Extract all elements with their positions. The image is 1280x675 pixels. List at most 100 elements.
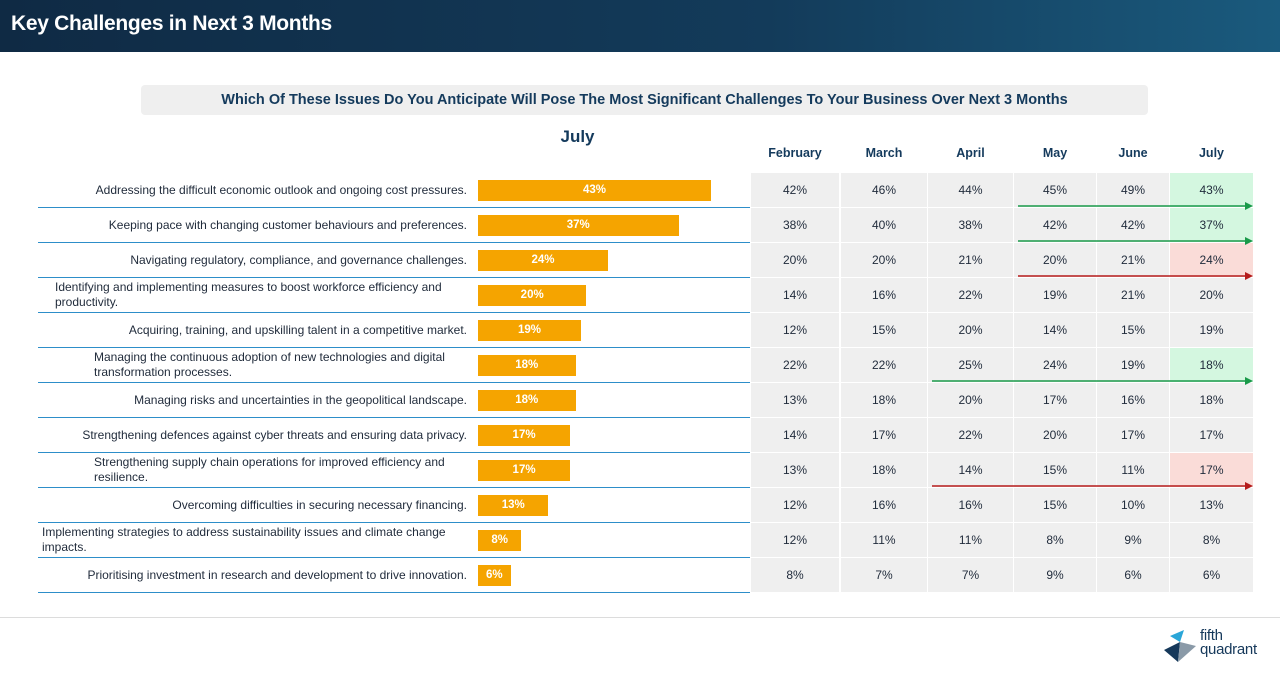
- bar: 8%: [478, 530, 522, 551]
- table-cell: 12%: [751, 523, 839, 557]
- table-cell: 14%: [751, 278, 839, 312]
- row-label: Strengthening supply chain operations fo…: [94, 455, 445, 484]
- month-header-february: February: [768, 146, 822, 160]
- month-header-may: May: [1042, 146, 1068, 160]
- logo-line-1: fifth: [1200, 627, 1223, 644]
- row-label: Implementing strategies to address susta…: [42, 525, 446, 554]
- row-label: Managing risks and uncertainties in the …: [134, 393, 467, 407]
- table-cell: 18%: [1170, 348, 1253, 382]
- header-bar: Key Challenges in Next 3 Months: [0, 0, 1280, 52]
- page-title: Key Challenges in Next 3 Months: [11, 12, 332, 35]
- table-cell: 19%: [1014, 278, 1096, 312]
- table-cell: 20%: [1014, 418, 1096, 452]
- table-cell: 19%: [1097, 348, 1169, 382]
- bar: 37%: [478, 215, 679, 236]
- month-header-july: July: [1198, 146, 1224, 160]
- table-cell: 24%: [1170, 243, 1253, 277]
- table-cell: 15%: [841, 313, 927, 347]
- table-cell: 7%: [841, 558, 927, 592]
- table-cell: 18%: [841, 453, 927, 487]
- table-cell: 15%: [1014, 488, 1096, 522]
- row-divider: [38, 207, 750, 208]
- table-cell: 46%: [841, 173, 927, 207]
- bar: 24%: [478, 250, 609, 271]
- row-divider: [38, 382, 750, 383]
- row-divider: [38, 277, 750, 278]
- table-cell: 16%: [841, 278, 927, 312]
- table-cell: 22%: [928, 278, 1013, 312]
- row-label: Prioritising investment in research and …: [87, 568, 467, 582]
- bar: 43%: [478, 180, 712, 201]
- bar: 17%: [478, 460, 571, 481]
- table-cell: 16%: [841, 488, 927, 522]
- bar: 20%: [478, 285, 587, 306]
- table-cell: 43%: [1170, 173, 1253, 207]
- table-cell: 11%: [928, 523, 1013, 557]
- table-cell: 6%: [1097, 558, 1169, 592]
- table-cell: 17%: [1170, 453, 1253, 487]
- row-divider: [38, 242, 750, 243]
- table-cell: 15%: [1014, 453, 1096, 487]
- row-label: Identifying and implementing measures to…: [55, 280, 442, 309]
- row-divider: [38, 417, 750, 418]
- table-cell: 10%: [1097, 488, 1169, 522]
- row-divider: [38, 347, 750, 348]
- chart-title: July: [560, 127, 595, 146]
- table-cell: 15%: [1097, 313, 1169, 347]
- table-cell: 20%: [928, 383, 1013, 417]
- logo-line-2: quadrant: [1200, 641, 1257, 658]
- bar: 17%: [478, 425, 571, 446]
- table-cell: 9%: [1097, 523, 1169, 557]
- table-cell: 22%: [841, 348, 927, 382]
- footer-divider: [0, 617, 1280, 618]
- table-cell: 22%: [751, 348, 839, 382]
- table-cell: 20%: [1014, 243, 1096, 277]
- row-label: Strengthening defences against cyber thr…: [82, 428, 467, 442]
- bar: 13%: [478, 495, 549, 516]
- month-header-march: March: [865, 146, 903, 160]
- row-label: Overcoming difficulties in securing nece…: [172, 498, 467, 512]
- table-cell: 16%: [1097, 383, 1169, 417]
- row-divider: [38, 522, 750, 523]
- row-label: Managing the continuous adoption of new …: [94, 350, 445, 379]
- table-cell: 17%: [1170, 418, 1253, 452]
- bar: 18%: [478, 390, 576, 411]
- logo-wordmark: fifth quadrant: [1200, 627, 1257, 658]
- table-cell: 12%: [751, 313, 839, 347]
- month-header-june: June: [1118, 146, 1148, 160]
- table-cell: 13%: [1170, 488, 1253, 522]
- row-label: Keeping pace with changing customer beha…: [108, 218, 467, 232]
- table-cell: 17%: [841, 418, 927, 452]
- table-cell: 49%: [1097, 173, 1169, 207]
- logo-mark-icon: [1164, 630, 1196, 662]
- table-cell: 13%: [751, 453, 839, 487]
- table-cell: 8%: [1170, 523, 1253, 557]
- table-cell: 24%: [1014, 348, 1096, 382]
- row-divider: [38, 452, 750, 453]
- table-cell: 20%: [841, 243, 927, 277]
- table-cell: 11%: [841, 523, 927, 557]
- row-divider: [38, 487, 750, 488]
- table-cell: 42%: [1097, 208, 1169, 242]
- table-cell: 9%: [1014, 558, 1096, 592]
- row-divider: [38, 592, 750, 593]
- table-cell: 18%: [841, 383, 927, 417]
- table-cell: 42%: [751, 173, 839, 207]
- table-cell: 20%: [751, 243, 839, 277]
- month-header-april: April: [956, 146, 985, 160]
- row-label: Addressing the difficult economic outloo…: [95, 183, 467, 197]
- fifth-quadrant-logo: fifth quadrant: [1162, 628, 1272, 666]
- table-cell: 14%: [1014, 313, 1096, 347]
- question-banner: Which Of These Issues Do You Anticipate …: [141, 85, 1148, 115]
- table-cell: 14%: [928, 453, 1013, 487]
- table-cell: 45%: [1014, 173, 1096, 207]
- bar: 18%: [478, 355, 576, 376]
- table-cell: 20%: [928, 313, 1013, 347]
- table-cell: 40%: [841, 208, 927, 242]
- table-cell: 16%: [928, 488, 1013, 522]
- table-cell: 21%: [1097, 278, 1169, 312]
- table-cell: 21%: [928, 243, 1013, 277]
- table-cell: 11%: [1097, 453, 1169, 487]
- table-cell: 21%: [1097, 243, 1169, 277]
- table-cell: 42%: [1014, 208, 1096, 242]
